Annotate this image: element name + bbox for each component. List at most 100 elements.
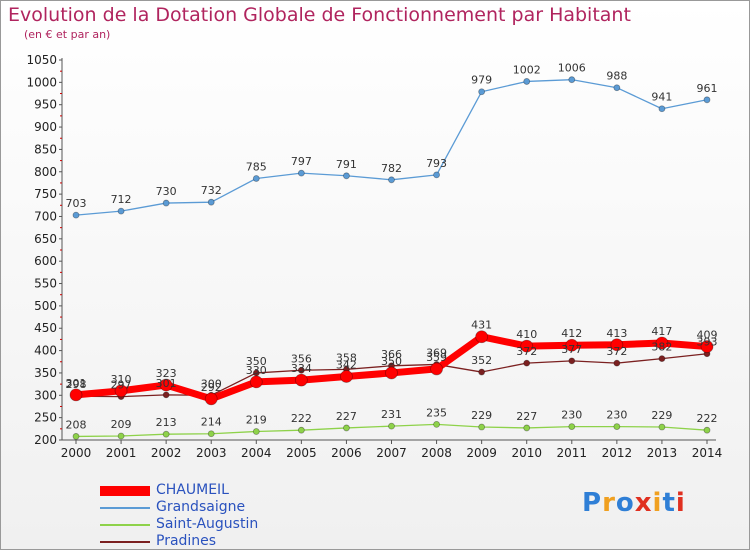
x-tick-label: 2010 <box>511 446 542 460</box>
data-point-pradines <box>658 355 666 363</box>
data-point-chaumeil <box>340 370 353 383</box>
data-label-chaumeil: 330 <box>246 364 267 377</box>
data-label-saint-augustin: 219 <box>246 414 267 427</box>
y-tick-label: 900 <box>34 120 57 134</box>
data-label-grandsaigne: 730 <box>156 185 177 198</box>
proxiti-logo: Proxiti <box>582 488 686 518</box>
y-tick-label: 200 <box>34 433 57 447</box>
data-label-grandsaigne: 1006 <box>558 62 586 75</box>
data-label-grandsaigne: 785 <box>246 160 267 173</box>
data-point-chaumeil <box>565 338 579 352</box>
x-tick-label: 2001 <box>106 446 137 460</box>
data-label-chaumeil: 413 <box>606 327 627 340</box>
data-point-saint-augustin <box>343 424 350 432</box>
data-point-grandsaigne <box>343 172 350 180</box>
y-tick-label: 950 <box>34 98 57 112</box>
data-label-chaumeil: 409 <box>697 329 718 342</box>
x-tick-label: 2006 <box>331 446 362 460</box>
data-point-grandsaigne <box>297 169 305 177</box>
data-point-chaumeil <box>114 384 128 398</box>
y-tick-label: 550 <box>34 277 57 291</box>
data-label-saint-augustin: 229 <box>471 409 492 422</box>
data-point-saint-augustin <box>207 430 215 438</box>
data-label-saint-augustin: 230 <box>606 409 627 422</box>
legend-swatch-saint-augustin <box>100 524 150 526</box>
y-tick-label: 300 <box>34 388 57 402</box>
legend-label-chaumeil: CHAUMEIL <box>156 482 229 498</box>
data-label-saint-augustin: 229 <box>651 409 672 422</box>
data-label-pradines: 377 <box>561 343 582 356</box>
data-label-chaumeil: 350 <box>381 355 402 368</box>
data-label-pradines: 366 <box>381 348 402 361</box>
data-label-pradines: 298 <box>66 378 87 391</box>
axes: 200 250 300 350 400 450 500 550 600 650 700 750 800 8… <box>26 53 722 460</box>
y-tick-label: 1050 <box>26 53 57 67</box>
y-tick-label: 650 <box>34 232 57 246</box>
data-label-grandsaigne: 797 <box>291 155 312 168</box>
data-label-saint-augustin: 230 <box>561 409 582 422</box>
y-tick-label: 450 <box>34 321 57 335</box>
data-label-grandsaigne: 979 <box>471 74 492 87</box>
data-label-grandsaigne: 791 <box>336 158 357 171</box>
legend-label-grandsaigne: Grandsaigne <box>156 499 246 515</box>
data-point-grandsaigne <box>433 171 440 179</box>
data-point-chaumeil <box>610 338 624 352</box>
data-label-saint-augustin: 227 <box>516 410 537 423</box>
data-point-saint-augustin <box>388 422 395 430</box>
y-tick-label: 800 <box>34 165 57 179</box>
y-tick-label: 700 <box>34 209 57 223</box>
data-label-pradines: 358 <box>336 351 357 364</box>
y-tick-label: 850 <box>34 142 57 156</box>
data-point-grandsaigne <box>72 211 80 219</box>
data-label-grandsaigne: 988 <box>606 70 627 83</box>
data-point-saint-augustin <box>523 424 531 432</box>
legend-swatch-chaumeil <box>100 486 150 496</box>
y-tick-label: 350 <box>34 366 57 380</box>
data-label-grandsaigne: 941 <box>651 91 672 104</box>
data-point-grandsaigne <box>388 176 395 184</box>
data-label-saint-augustin: 213 <box>156 416 177 429</box>
data-label-chaumeil: 310 <box>111 373 132 386</box>
data-label-pradines: 356 <box>291 352 312 365</box>
y-tick-label: 500 <box>34 299 57 313</box>
data-point-saint-augustin <box>297 426 305 434</box>
data-point-saint-augustin <box>658 423 666 431</box>
data-point-chaumeil <box>700 340 714 353</box>
data-point-grandsaigne <box>478 88 486 96</box>
y-tick-label: 600 <box>34 254 57 268</box>
data-label-chaumeil: 292 <box>201 381 222 394</box>
data-label-grandsaigne: 712 <box>111 193 132 206</box>
data-label-grandsaigne: 793 <box>426 157 447 170</box>
data-label-saint-augustin: 214 <box>201 416 222 429</box>
data-label-saint-augustin: 209 <box>111 418 132 431</box>
data-label-chaumeil: 410 <box>516 328 537 341</box>
x-tick-label: 2014 <box>692 446 723 460</box>
data-point-saint-augustin <box>478 423 486 431</box>
x-tick-label: 2013 <box>647 446 678 460</box>
data-label-saint-augustin: 231 <box>381 408 402 421</box>
x-tick-label: 2004 <box>241 446 272 460</box>
data-point-grandsaigne <box>703 96 711 104</box>
data-label-pradines: 382 <box>651 341 672 354</box>
y-tick-label: 400 <box>34 344 57 358</box>
data-label-chaumeil: 342 <box>336 359 357 372</box>
data-point-grandsaigne <box>613 84 621 92</box>
data-labels: 301 310 323 292 330 334 342 350 359 431 410 412 413 4… <box>66 62 718 432</box>
series-layer <box>69 76 714 440</box>
data-point-chaumeil <box>520 339 534 353</box>
data-point-chaumeil <box>475 330 489 344</box>
data-point-grandsaigne <box>207 198 215 206</box>
x-tick-label: 2005 <box>286 446 317 460</box>
data-label-pradines: 372 <box>606 345 627 358</box>
data-point-chaumeil <box>430 362 443 376</box>
data-point-saint-augustin <box>613 423 621 430</box>
data-label-pradines: 393 <box>697 336 718 349</box>
x-tick-label: 2003 <box>196 446 227 460</box>
data-point-pradines <box>613 359 621 367</box>
x-tick-label: 2012 <box>602 446 633 460</box>
data-label-saint-augustin: 222 <box>291 412 312 425</box>
data-label-pradines: 301 <box>156 377 177 390</box>
data-label-saint-augustin: 235 <box>426 406 447 419</box>
y-tick-label: 250 <box>34 411 57 425</box>
data-point-pradines <box>568 357 576 365</box>
